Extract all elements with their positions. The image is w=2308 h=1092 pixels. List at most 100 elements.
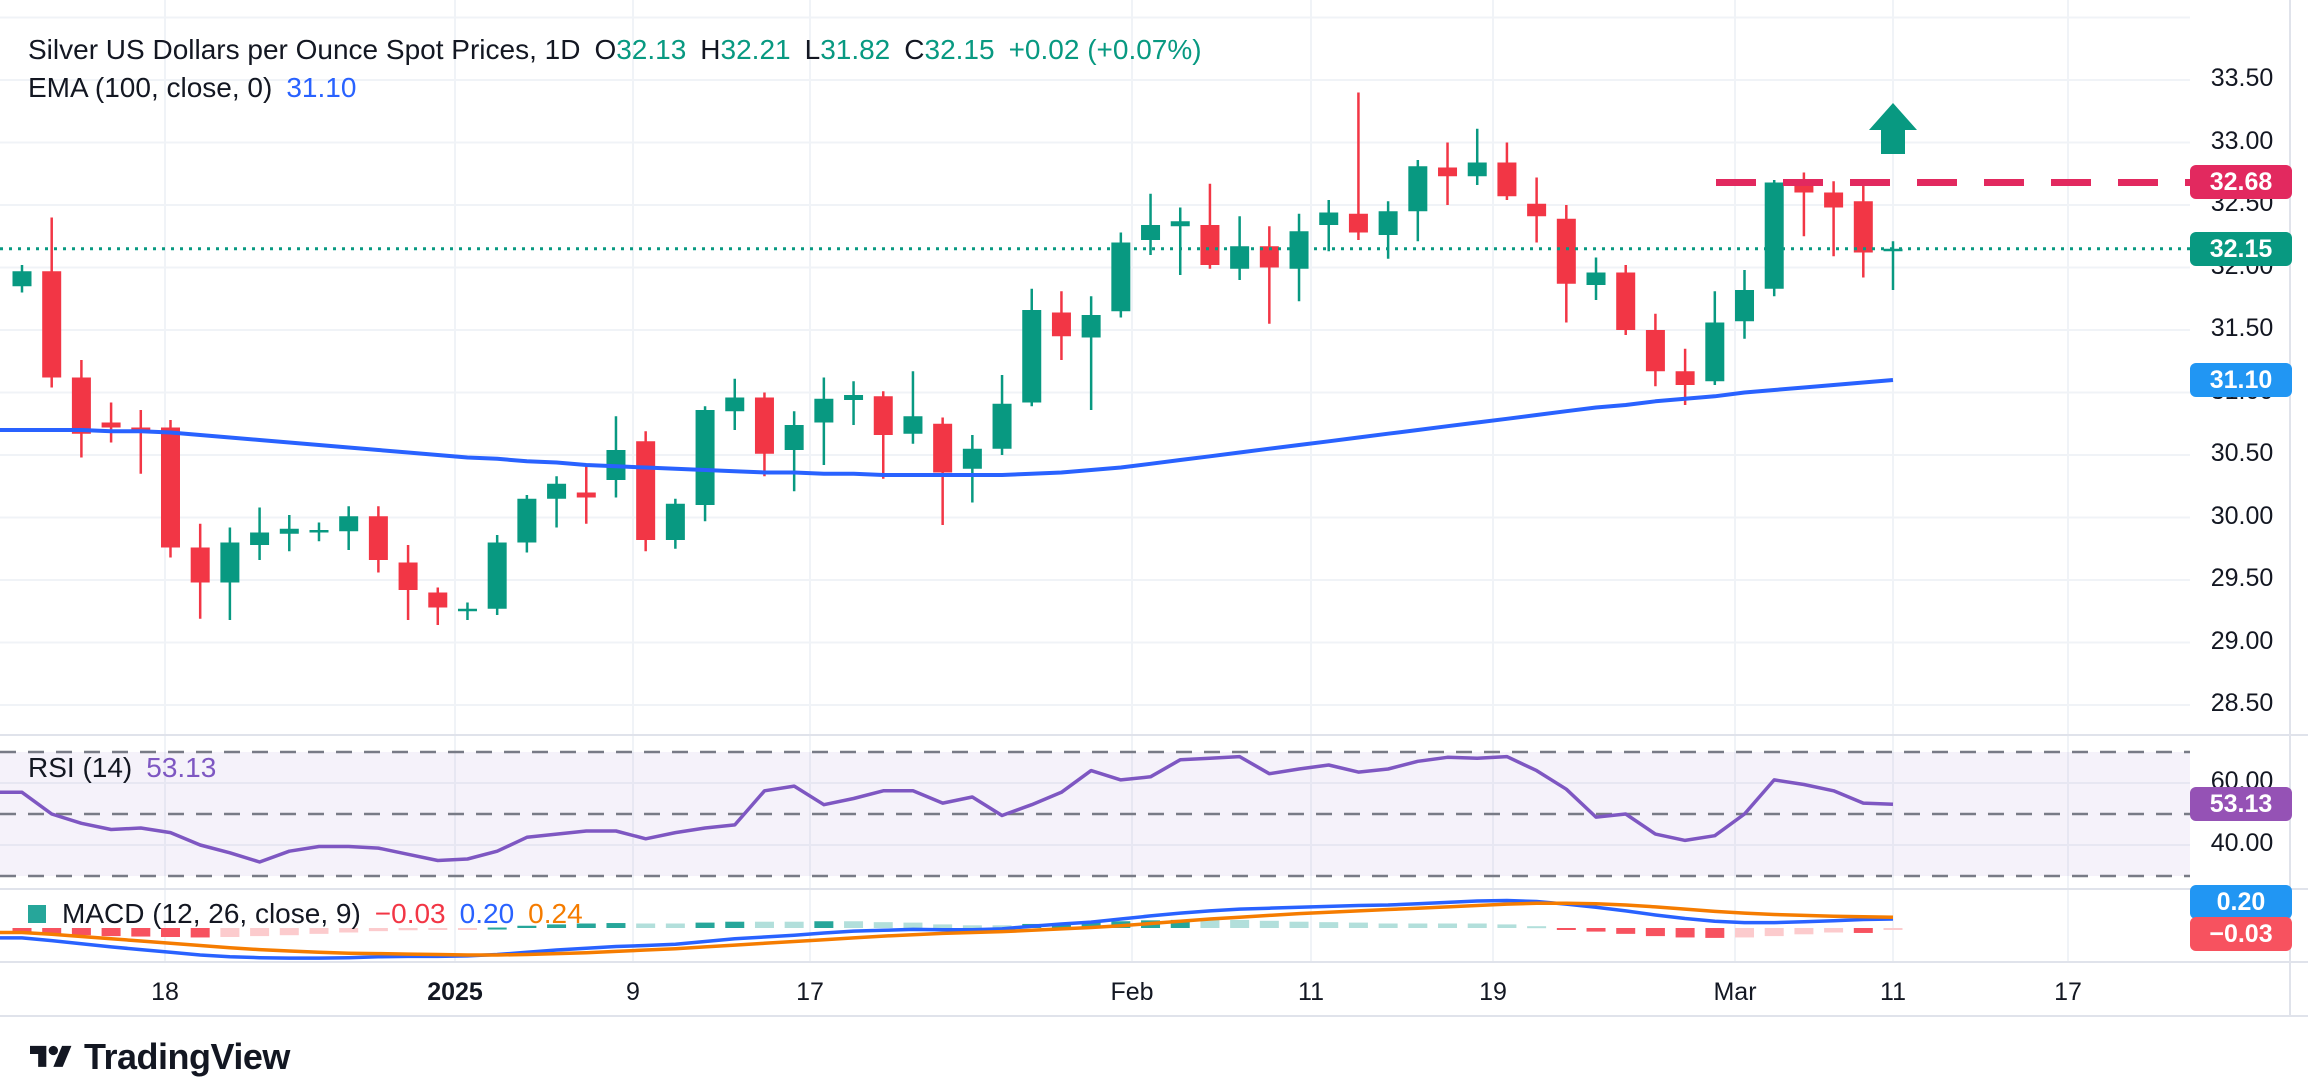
change-value: +0.02 (+0.07%)	[1008, 34, 1202, 65]
macd-hist-bar	[309, 928, 329, 934]
candle-body	[1141, 225, 1161, 240]
candle-body	[665, 503, 685, 540]
candle-body	[933, 423, 953, 473]
macd-hist-bar	[1170, 919, 1190, 928]
macd-hist-bar	[665, 923, 685, 928]
candle	[1111, 232, 1131, 318]
macd-signal-line[interactable]	[0, 901, 1894, 957]
candle	[992, 375, 1012, 455]
candle-body	[398, 562, 418, 590]
rsi-indicator-legend[interactable]: RSI (14) 53.13	[28, 752, 216, 784]
macd-label: MACD (12, 26, close, 9)	[62, 898, 361, 929]
candle	[1348, 92, 1368, 240]
macd-hist-bar	[1853, 928, 1873, 933]
candle	[1200, 183, 1220, 269]
candle	[576, 465, 596, 524]
candle-body	[1289, 231, 1309, 269]
macd-hist-bar	[962, 925, 982, 928]
candle	[1081, 296, 1101, 410]
time-tick-label: 11	[1880, 978, 1906, 1006]
macd-value-badge: 0.20	[2190, 885, 2292, 919]
macd-hist-bar	[457, 928, 477, 930]
macd-hist-bar	[1675, 928, 1695, 938]
candle	[339, 506, 359, 550]
candle	[517, 495, 537, 553]
macd-hist-bar	[1259, 920, 1279, 928]
macd-hist-bar	[1616, 928, 1636, 934]
candle-body	[1319, 212, 1339, 225]
candle	[725, 378, 745, 430]
time-tick-label: 19	[1479, 978, 1507, 1006]
time-tick-label: 2025	[427, 978, 483, 1006]
candle	[1586, 257, 1606, 300]
macd-signal-value: 0.24	[528, 898, 583, 929]
time-tick-label: 11	[1298, 978, 1324, 1006]
time-tick-label: 9	[626, 978, 640, 1006]
main-series-legend[interactable]: Silver US Dollars per Ounce Spot Prices,…	[28, 34, 1202, 66]
macd-hist-bar	[1824, 928, 1844, 933]
candle-body	[1824, 192, 1844, 208]
ema-indicator-legend[interactable]: EMA (100, close, 0) 31.10	[28, 72, 356, 104]
macd-indicator-legend[interactable]: MACD (12, 26, close, 9) −0.03 0.20 0.24	[28, 898, 583, 930]
macd-hist-bar	[576, 923, 596, 928]
ema-label: EMA (100, close, 0)	[28, 72, 273, 103]
candle-body	[1853, 201, 1873, 253]
ohlc-high: H32.21	[700, 34, 790, 66]
candle-body	[101, 422, 121, 428]
macd-hist-bar	[725, 921, 745, 928]
tradingview-logo[interactable]: TradingView	[30, 1036, 290, 1078]
candle	[220, 527, 240, 620]
candle	[933, 417, 953, 525]
high-value: 32.21	[720, 34, 791, 65]
open-value: 32.13	[616, 34, 687, 65]
macd-histogram-icon	[28, 905, 46, 923]
candle-body	[1081, 315, 1101, 338]
candle-body	[1467, 162, 1487, 177]
candle-body	[160, 427, 180, 548]
candle	[1170, 207, 1190, 275]
candle-body	[962, 448, 982, 469]
candle-body	[1705, 322, 1725, 382]
macd-hist-bar	[1408, 923, 1428, 928]
rsi-label: RSI (14)	[28, 752, 133, 783]
macd-hist-bar	[844, 921, 864, 928]
candle	[1051, 291, 1071, 360]
macd-hist-bar	[695, 922, 715, 928]
ema-line[interactable]	[0, 378, 1894, 477]
candle	[1824, 181, 1844, 257]
candle-body	[428, 592, 448, 608]
candle	[636, 431, 656, 552]
candle-body	[636, 441, 656, 540]
time-tick-label: 17	[2054, 978, 2082, 1006]
candle	[1141, 193, 1161, 255]
macd-hist-bar	[101, 928, 121, 937]
candle-body	[1348, 213, 1368, 233]
candle	[1705, 291, 1725, 385]
last-price-badge: 32.15	[2190, 232, 2292, 266]
candle-body	[1616, 272, 1636, 330]
candle	[42, 217, 62, 388]
rsi-line[interactable]	[0, 754, 1894, 864]
macd-hist-bar	[42, 928, 62, 935]
candle	[1735, 270, 1755, 339]
up-arrow-icon[interactable]	[1869, 103, 1917, 154]
macd-hist-bar	[1705, 928, 1725, 938]
macd-hist-bar	[1735, 928, 1755, 938]
candle	[1289, 213, 1309, 302]
candle	[606, 416, 626, 498]
candle-body	[844, 395, 864, 400]
price-tick-label: 30.00	[2210, 501, 2274, 530]
candle	[190, 523, 210, 619]
macd-hist-bar	[1527, 926, 1547, 929]
macd-hist-bar	[398, 928, 418, 931]
macd-hist-bar	[1645, 928, 1665, 937]
candle-body	[814, 398, 834, 423]
candle	[1675, 348, 1695, 405]
candle-body	[190, 547, 210, 583]
macd-hist-bar	[992, 925, 1012, 928]
macd-hist-bar	[1438, 923, 1458, 928]
candle-body	[12, 271, 32, 287]
candle	[309, 522, 329, 542]
